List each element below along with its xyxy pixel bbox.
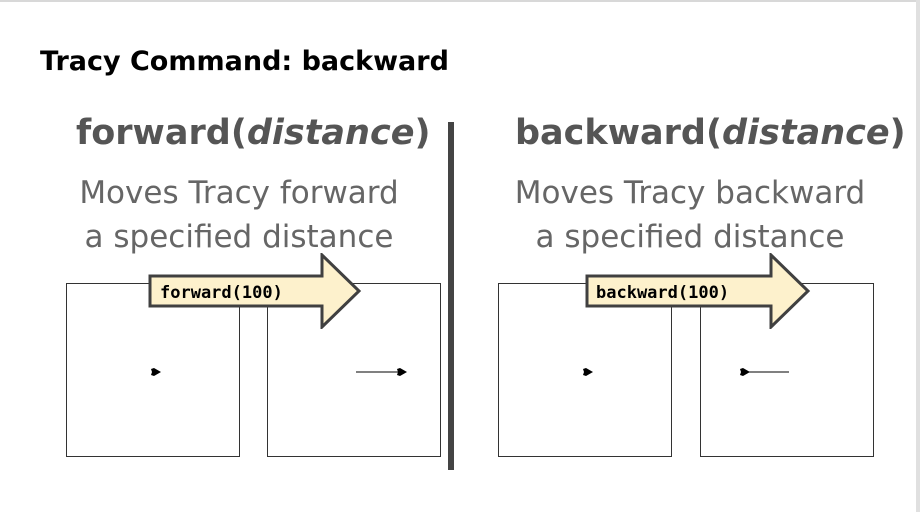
backward-description: Moves Tracy backward a specified distanc…	[490, 171, 890, 259]
backward-name: backward	[515, 113, 706, 153]
right-edge	[916, 0, 920, 512]
forward-close-paren: )	[414, 113, 431, 153]
column-divider	[448, 122, 454, 470]
forward-open-paren: (	[230, 113, 247, 153]
forward-command-arrow	[148, 253, 362, 329]
backward-desc-line2: a specified distance	[535, 219, 845, 255]
backward-arg: distance	[721, 113, 890, 153]
forward-heading: forward(distance)	[76, 113, 430, 153]
turtle-icon	[151, 368, 161, 376]
forward-arg: distance	[246, 113, 415, 153]
page-title: Tracy Command: backward	[40, 46, 449, 77]
backward-before-canvas	[498, 283, 672, 457]
forward-desc-line2: a specified distance	[84, 219, 394, 255]
backward-command-label: backward(100)	[596, 283, 730, 303]
forward-after-canvas	[267, 283, 441, 457]
turtle-icon	[740, 368, 750, 376]
turtle-icon	[583, 368, 593, 376]
forward-before-canvas	[66, 283, 240, 457]
backward-after-turtle-layer	[740, 368, 789, 376]
forward-name: forward	[76, 113, 231, 153]
top-rule	[0, 0, 920, 2]
backward-open-paren: (	[705, 113, 722, 153]
backward-heading: backward(distance)	[515, 113, 906, 153]
forward-description: Moves Tracy forward a specified distance	[56, 171, 422, 259]
backward-command-arrow	[585, 253, 811, 329]
turtle-icon	[397, 368, 407, 376]
forward-command-label: forward(100)	[160, 283, 283, 303]
backward-desc-line1: Moves Tracy backward	[514, 175, 866, 211]
backward-before-turtle-layer	[583, 368, 593, 376]
forward-before-turtle-layer	[151, 368, 161, 376]
forward-desc-line1: Moves Tracy forward	[79, 175, 399, 211]
forward-after-turtle-layer	[356, 368, 407, 376]
backward-close-paren: )	[889, 113, 906, 153]
